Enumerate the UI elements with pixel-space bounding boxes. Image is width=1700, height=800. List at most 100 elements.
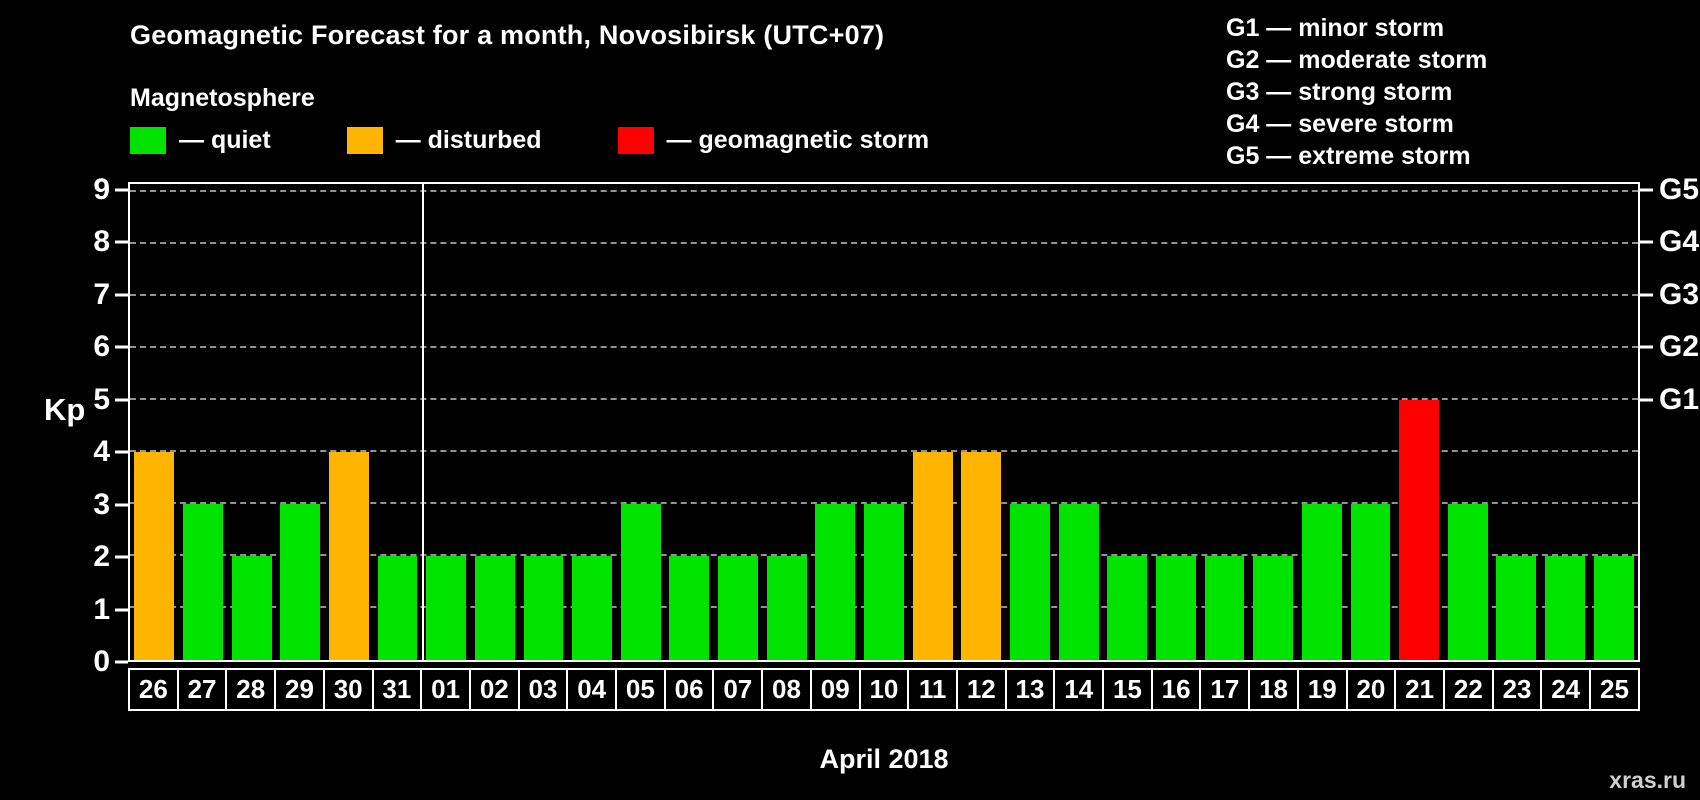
legend-item-storm: — geomagnetic storm [617,126,930,155]
gridline-kp-3 [130,501,1638,504]
bar-day-16 [1155,555,1196,660]
y-axis-tick-5 [115,398,128,402]
right-axis-label-g2: G2 [1659,330,1700,364]
day-label-16: 16 [1150,668,1202,711]
y-axis-tick-label-1: 1 [93,592,110,626]
bar-day-12 [961,451,1002,660]
bar-day-05 [620,503,661,660]
day-label-13: 13 [1004,668,1056,711]
bar-day-31 [377,555,418,660]
right-axis: G1 G2 G3 G4 G5 [1640,174,1700,662]
day-label-05: 05 [615,668,666,711]
bar-day-04 [572,555,613,660]
bar-day-14 [1058,503,1099,660]
day-label-30: 30 [322,668,374,711]
bar-day-10 [864,503,904,660]
gridline-kp-4 [130,449,1638,452]
day-label-19: 19 [1296,668,1348,711]
day-label-20: 20 [1345,668,1397,711]
month-separator-line [421,184,424,660]
storm-scale-line-g4: G4 — severe storm [1226,110,1454,138]
y-axis-tick-label-7: 7 [93,277,110,311]
bar-day-22 [1447,503,1488,660]
day-label-06: 06 [663,668,715,711]
day-label-27: 27 [176,668,228,711]
gridline-kp-9 [130,189,1638,192]
bar-day-17 [1204,555,1245,660]
legend-swatch-disturbed [346,127,383,154]
day-label-22: 22 [1442,668,1494,711]
day-label-08: 08 [761,668,812,711]
y-axis-tick-label-2: 2 [93,540,110,574]
bar-day-02 [474,555,515,660]
day-labels-row: 26 27 28 29 30 31 01 02 03 04 05 06 07 08 09 10 11 12 13 14… [128,668,1640,711]
gridline-kp-5 [130,397,1638,400]
day-label-21: 21 [1394,668,1445,711]
bar-day-09 [815,503,856,660]
y-axis-tick-label-6: 6 [93,330,110,364]
bar-day-03 [523,555,564,660]
gridline-kp-8 [130,241,1638,244]
y-axis-label: Kp [44,392,86,427]
y-axis-tick-4 [115,450,128,454]
day-label-09: 09 [809,668,861,711]
day-label-29: 29 [274,668,325,711]
day-label-02: 02 [468,668,520,711]
bar-day-13 [1009,503,1050,660]
bar-day-24 [1545,555,1585,660]
bar-day-19 [1301,503,1342,660]
day-label-24: 24 [1540,668,1592,711]
legend-item-disturbed: — disturbed [346,126,542,155]
right-axis-tick-g2 [1640,345,1653,349]
day-label-25: 25 [1589,668,1640,711]
day-label-28: 28 [225,668,277,711]
storm-scale-line-g5: G5 — extreme storm [1226,142,1471,170]
legend-label-storm: — geomagnetic storm [666,126,930,154]
legend-swatch-quiet [130,127,166,154]
right-axis-label-g3: G3 [1659,277,1700,311]
magnetosphere-label: Magnetosphere [130,84,315,112]
bar-day-08 [766,555,807,660]
y-axis-tick-0 [115,660,128,664]
right-axis-tick-g1 [1640,398,1653,402]
y-axis-tick-label-9: 9 [93,172,110,206]
legend-label-quiet: — quiet [179,126,271,154]
bar-day-29 [280,503,321,660]
bar-day-15 [1107,555,1148,660]
bar-day-30 [328,451,369,660]
y-axis-tick-label-8: 8 [93,225,110,259]
day-label-23: 23 [1491,668,1543,711]
storm-scale-line-g2: G2 — moderate storm [1226,46,1488,74]
storm-scale-legend: G1 — minor storm G2 — moderate storm G3 — … [1226,12,1487,172]
y-axis: 0 1 2 3 4 5 6 7 8 9 [0,174,128,677]
gridline-kp-6 [130,345,1638,348]
y-axis-tick-label-4: 4 [93,435,110,469]
bar-day-25 [1593,555,1634,660]
y-axis-tick-label-3: 3 [93,487,110,521]
storm-scale-line-g3: G3 — strong storm [1226,78,1453,106]
watermark: xras.ru [1609,767,1686,793]
bar-day-07 [718,555,758,660]
plot-area [128,182,1640,662]
legend-swatch-storm [617,127,654,154]
right-axis-label-g5: G5 [1659,172,1700,206]
bar-day-27 [183,503,223,660]
right-axis-tick-g3 [1640,293,1653,297]
status-legend: — quiet — disturbed — geomagnetic storm [130,126,929,155]
bar-day-28 [231,555,272,660]
bar-day-11 [912,451,953,660]
legend-item-quiet: — quiet [130,126,271,155]
day-label-03: 03 [517,668,569,711]
day-label-04: 04 [566,668,618,711]
day-label-14: 14 [1053,668,1105,711]
storm-scale-line-g1: G1 — minor storm [1226,14,1445,42]
y-axis-tick-6 [115,345,128,349]
day-label-10: 10 [858,668,910,711]
bar-day-20 [1350,503,1391,660]
bar-day-06 [669,555,710,660]
bar-day-23 [1496,555,1537,660]
day-label-31: 31 [371,668,423,711]
day-label-01: 01 [420,668,471,711]
gridline-kp-7 [130,293,1638,296]
